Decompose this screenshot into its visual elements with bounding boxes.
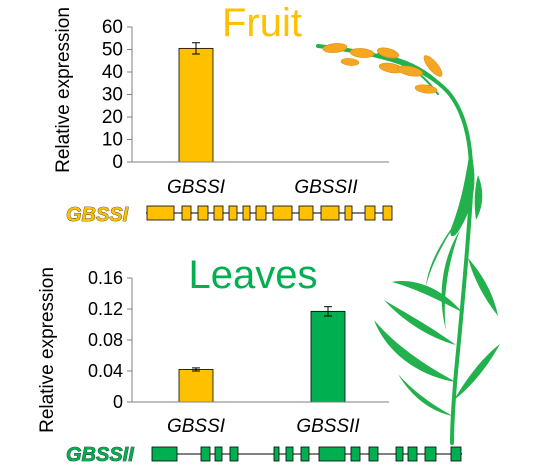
- leaves-y-tick-label: 0: [113, 392, 123, 412]
- leaves-bar-gbssi: [178, 369, 214, 403]
- gbssii-exon-12: [407, 446, 418, 462]
- gbssi-exons: [146, 205, 393, 221]
- gbssii-exon-8: [318, 446, 346, 462]
- fruit-y-tick-label: 50: [102, 40, 123, 61]
- plant-leaves: [374, 150, 500, 416]
- leaves-bars: [178, 310, 346, 403]
- fruit-y-tick-label: 30: [102, 85, 123, 106]
- gbssi-exon-11: [344, 205, 353, 221]
- gbssii-exon-1: [151, 446, 178, 462]
- gbssii-exon-14: [450, 446, 462, 462]
- gbssi-gene-model: GBSSI: [66, 204, 393, 226]
- leaves-y-tick-label: 0.12: [88, 299, 123, 319]
- gbssii-exon-7: [300, 446, 310, 462]
- fruit-x-tick-label-gbssi: GBSSI: [167, 177, 226, 198]
- gbssi-exon-13: [382, 205, 393, 221]
- fruit-y-tick-label: 10: [102, 130, 123, 151]
- leaves-y-axis-label: Relative expression: [37, 267, 58, 433]
- gbssi-gene-label: GBSSI: [66, 204, 129, 226]
- leaves-x-tick-label-gbssi: GBSSI: [167, 416, 226, 437]
- gbssii-exon-3: [214, 446, 223, 462]
- gbssi-exon-2: [181, 205, 192, 221]
- gbssii-exon-9: [350, 446, 361, 462]
- gbssii-gene-model: GBSSII: [66, 444, 462, 466]
- gbssii-exon-5: [273, 446, 280, 462]
- fruit-x-tick-labels: GBSSI GBSSII: [167, 177, 358, 198]
- leaves-y-tick-label: 0.16: [88, 268, 123, 288]
- leaves-y-tick-label: 0.04: [88, 361, 123, 381]
- fruit-bars: [178, 47, 214, 163]
- fruit-error-bars: [192, 42, 200, 55]
- gbssii-exons: [151, 446, 462, 462]
- rice-grains: [322, 43, 443, 94]
- leaves-x-tick-labels: GBSSI GBSSII: [167, 416, 360, 437]
- gbssi-exon-1: [146, 205, 175, 221]
- fruit-x-tick-label-gbssii: GBSSII: [294, 177, 358, 198]
- fruit-expression-chart: Fruit Relative expression 0102030405060 …: [53, 1, 389, 198]
- gbssi-exon-9: [298, 205, 314, 221]
- fruit-error-bar-gbssi: [192, 42, 200, 55]
- gbssii-exon-4: [229, 446, 239, 462]
- fruit-y-tick-label: 0: [112, 152, 123, 173]
- gbssii-exon-10: [368, 446, 379, 462]
- gbssi-exon-8: [272, 205, 293, 221]
- fruit-bar-gbssi: [178, 47, 214, 163]
- fruit-chart-title: Fruit: [222, 1, 302, 45]
- leaves-y-ticks: 0 0.04 0.08 0.12 0.16: [88, 268, 132, 412]
- gbssi-exon-3: [197, 205, 209, 221]
- gbssi-exon-5: [228, 205, 238, 221]
- leaves-error-bar-gbssi: [192, 367, 200, 372]
- leaves-error-bar-gbssii: [324, 306, 332, 317]
- rice-plant-illustration: [316, 43, 500, 445]
- gbssii-exon-6: [285, 446, 294, 462]
- fruit-y-axis-label: Relative expression: [53, 7, 74, 173]
- gbssi-exon-6: [242, 205, 251, 221]
- fruit-y-tick-label: 20: [102, 107, 123, 128]
- gbssii-gene-label: GBSSII: [66, 444, 134, 466]
- leaves-error-bars: [192, 306, 332, 372]
- leaves-y-tick-label: 0.08: [88, 330, 123, 350]
- gbssi-exon-7: [255, 205, 267, 221]
- leaves-chart-title: Leaves: [189, 253, 318, 297]
- gbssi-exon-12: [364, 205, 376, 221]
- gbssii-exon-2: [200, 446, 211, 462]
- fruit-y-tick-label: 40: [102, 62, 123, 83]
- leaves-bar-gbssii: [310, 310, 346, 403]
- gbssii-exon-11: [395, 446, 404, 462]
- leaves-expression-chart: Leaves Relative expression 0 0.04 0.08 0.12…: [37, 253, 389, 437]
- fruit-y-tick-label: 60: [102, 17, 123, 38]
- gbssi-exon-10: [320, 205, 340, 221]
- gbssii-exon-13: [424, 446, 437, 462]
- leaves-x-tick-label-gbssii: GBSSII: [296, 416, 360, 437]
- gbssi-exon-4: [213, 205, 224, 221]
